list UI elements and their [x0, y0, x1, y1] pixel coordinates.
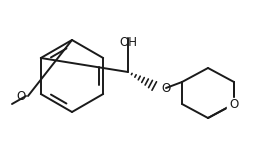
Text: O: O	[229, 97, 239, 111]
Text: O: O	[161, 81, 170, 95]
Text: OH: OH	[119, 36, 137, 49]
Text: O: O	[17, 90, 26, 102]
Bar	[227, 98, 241, 110]
